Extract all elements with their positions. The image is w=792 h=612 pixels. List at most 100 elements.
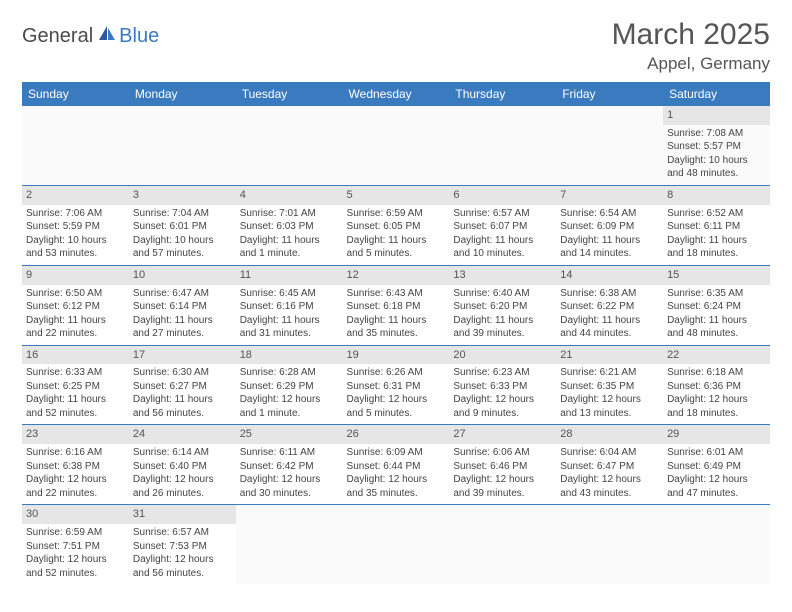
sunset-text: Sunset: 6:36 PM — [667, 380, 766, 394]
day-number: 12 — [343, 266, 450, 285]
day-number: 18 — [236, 346, 343, 365]
sunrise-text: Sunrise: 6:04 AM — [560, 446, 659, 460]
sunset-text: Sunset: 6:24 PM — [667, 300, 766, 314]
calendar-cell: 18Sunrise: 6:28 AMSunset: 6:29 PMDayligh… — [236, 345, 343, 425]
day-details: Sunrise: 7:06 AMSunset: 5:59 PMDaylight:… — [26, 207, 125, 261]
sunrise-text: Sunrise: 6:57 AM — [453, 207, 552, 221]
calendar-cell: 23Sunrise: 6:16 AMSunset: 6:38 PMDayligh… — [22, 425, 129, 505]
calendar-cell: 8Sunrise: 6:52 AMSunset: 6:11 PMDaylight… — [663, 185, 770, 265]
daylight-text: Daylight: 12 hours — [133, 473, 232, 487]
calendar-row: 16Sunrise: 6:33 AMSunset: 6:25 PMDayligh… — [22, 345, 770, 425]
day-details: Sunrise: 6:28 AMSunset: 6:29 PMDaylight:… — [240, 366, 339, 420]
calendar-cell: 13Sunrise: 6:40 AMSunset: 6:20 PMDayligh… — [449, 265, 556, 345]
sunrise-text: Sunrise: 6:59 AM — [347, 207, 446, 221]
sunrise-text: Sunrise: 6:09 AM — [347, 446, 446, 460]
daylight-text-2: and 31 minutes. — [240, 327, 339, 341]
day-number: 19 — [343, 346, 450, 365]
weekday-header: Saturday — [663, 82, 770, 106]
day-number: 17 — [129, 346, 236, 365]
calendar-cell: 20Sunrise: 6:23 AMSunset: 6:33 PMDayligh… — [449, 345, 556, 425]
sunset-text: Sunset: 6:11 PM — [667, 220, 766, 234]
day-details: Sunrise: 6:54 AMSunset: 6:09 PMDaylight:… — [560, 207, 659, 261]
day-details: Sunrise: 6:59 AMSunset: 6:05 PMDaylight:… — [347, 207, 446, 261]
daylight-text-2: and 48 minutes. — [667, 167, 766, 181]
day-details: Sunrise: 6:57 AMSunset: 6:07 PMDaylight:… — [453, 207, 552, 261]
day-details: Sunrise: 6:21 AMSunset: 6:35 PMDaylight:… — [560, 366, 659, 420]
daylight-text-2: and 18 minutes. — [667, 247, 766, 261]
calendar-cell — [236, 505, 343, 584]
day-number: 1 — [663, 106, 770, 125]
header: General Blue March 2025 Appel, Germany — [22, 18, 770, 74]
sunrise-text: Sunrise: 6:50 AM — [26, 287, 125, 301]
day-number: 23 — [22, 425, 129, 444]
daylight-text-2: and 13 minutes. — [560, 407, 659, 421]
daylight-text-2: and 44 minutes. — [560, 327, 659, 341]
day-number: 21 — [556, 346, 663, 365]
sunset-text: Sunset: 5:57 PM — [667, 140, 766, 154]
calendar-cell: 16Sunrise: 6:33 AMSunset: 6:25 PMDayligh… — [22, 345, 129, 425]
calendar-cell — [556, 106, 663, 185]
sunrise-text: Sunrise: 6:11 AM — [240, 446, 339, 460]
daylight-text-2: and 56 minutes. — [133, 407, 232, 421]
daylight-text: Daylight: 12 hours — [347, 393, 446, 407]
sunrise-text: Sunrise: 6:16 AM — [26, 446, 125, 460]
sunrise-text: Sunrise: 6:52 AM — [667, 207, 766, 221]
sunrise-text: Sunrise: 6:26 AM — [347, 366, 446, 380]
sunrise-text: Sunrise: 6:40 AM — [453, 287, 552, 301]
daylight-text: Daylight: 12 hours — [240, 473, 339, 487]
day-number: 30 — [22, 505, 129, 524]
daylight-text: Daylight: 10 hours — [26, 234, 125, 248]
sunrise-text: Sunrise: 7:04 AM — [133, 207, 232, 221]
calendar-cell — [343, 505, 450, 584]
sunrise-text: Sunrise: 6:23 AM — [453, 366, 552, 380]
day-number: 27 — [449, 425, 556, 444]
day-number: 4 — [236, 186, 343, 205]
sunrise-text: Sunrise: 6:54 AM — [560, 207, 659, 221]
calendar-table: Sunday Monday Tuesday Wednesday Thursday… — [22, 82, 770, 584]
location-label: Appel, Germany — [612, 54, 770, 74]
sunrise-text: Sunrise: 6:30 AM — [133, 366, 232, 380]
sunrise-text: Sunrise: 6:01 AM — [667, 446, 766, 460]
day-number: 28 — [556, 425, 663, 444]
title-block: March 2025 Appel, Germany — [612, 18, 770, 74]
daylight-text: Daylight: 12 hours — [667, 473, 766, 487]
daylight-text-2: and 26 minutes. — [133, 487, 232, 501]
day-details: Sunrise: 6:35 AMSunset: 6:24 PMDaylight:… — [667, 287, 766, 341]
weekday-header-row: Sunday Monday Tuesday Wednesday Thursday… — [22, 82, 770, 106]
sunrise-text: Sunrise: 6:14 AM — [133, 446, 232, 460]
daylight-text: Daylight: 12 hours — [133, 553, 232, 567]
daylight-text: Daylight: 10 hours — [133, 234, 232, 248]
daylight-text-2: and 48 minutes. — [667, 327, 766, 341]
daylight-text: Daylight: 12 hours — [560, 473, 659, 487]
page-title: March 2025 — [612, 18, 770, 52]
daylight-text-2: and 56 minutes. — [133, 567, 232, 581]
logo-text-blue: Blue — [119, 25, 159, 48]
calendar-cell: 21Sunrise: 6:21 AMSunset: 6:35 PMDayligh… — [556, 345, 663, 425]
daylight-text-2: and 57 minutes. — [133, 247, 232, 261]
weekday-header: Friday — [556, 82, 663, 106]
sunrise-text: Sunrise: 6:18 AM — [667, 366, 766, 380]
sunset-text: Sunset: 6:01 PM — [133, 220, 232, 234]
daylight-text: Daylight: 12 hours — [667, 393, 766, 407]
daylight-text: Daylight: 12 hours — [453, 473, 552, 487]
daylight-text-2: and 5 minutes. — [347, 407, 446, 421]
sunset-text: Sunset: 6:38 PM — [26, 460, 125, 474]
day-number: 9 — [22, 266, 129, 285]
sunrise-text: Sunrise: 6:28 AM — [240, 366, 339, 380]
sunset-text: Sunset: 6:20 PM — [453, 300, 552, 314]
calendar-cell — [449, 505, 556, 584]
daylight-text-2: and 52 minutes. — [26, 567, 125, 581]
day-number: 13 — [449, 266, 556, 285]
daylight-text: Daylight: 11 hours — [26, 393, 125, 407]
sunset-text: Sunset: 6:33 PM — [453, 380, 552, 394]
day-details: Sunrise: 6:33 AMSunset: 6:25 PMDaylight:… — [26, 366, 125, 420]
daylight-text-2: and 35 minutes. — [347, 327, 446, 341]
day-details: Sunrise: 6:23 AMSunset: 6:33 PMDaylight:… — [453, 366, 552, 420]
day-details: Sunrise: 6:14 AMSunset: 6:40 PMDaylight:… — [133, 446, 232, 500]
day-number: 3 — [129, 186, 236, 205]
day-number: 22 — [663, 346, 770, 365]
sunset-text: Sunset: 6:07 PM — [453, 220, 552, 234]
calendar-cell: 11Sunrise: 6:45 AMSunset: 6:16 PMDayligh… — [236, 265, 343, 345]
sunrise-text: Sunrise: 6:06 AM — [453, 446, 552, 460]
sunset-text: Sunset: 6:25 PM — [26, 380, 125, 394]
